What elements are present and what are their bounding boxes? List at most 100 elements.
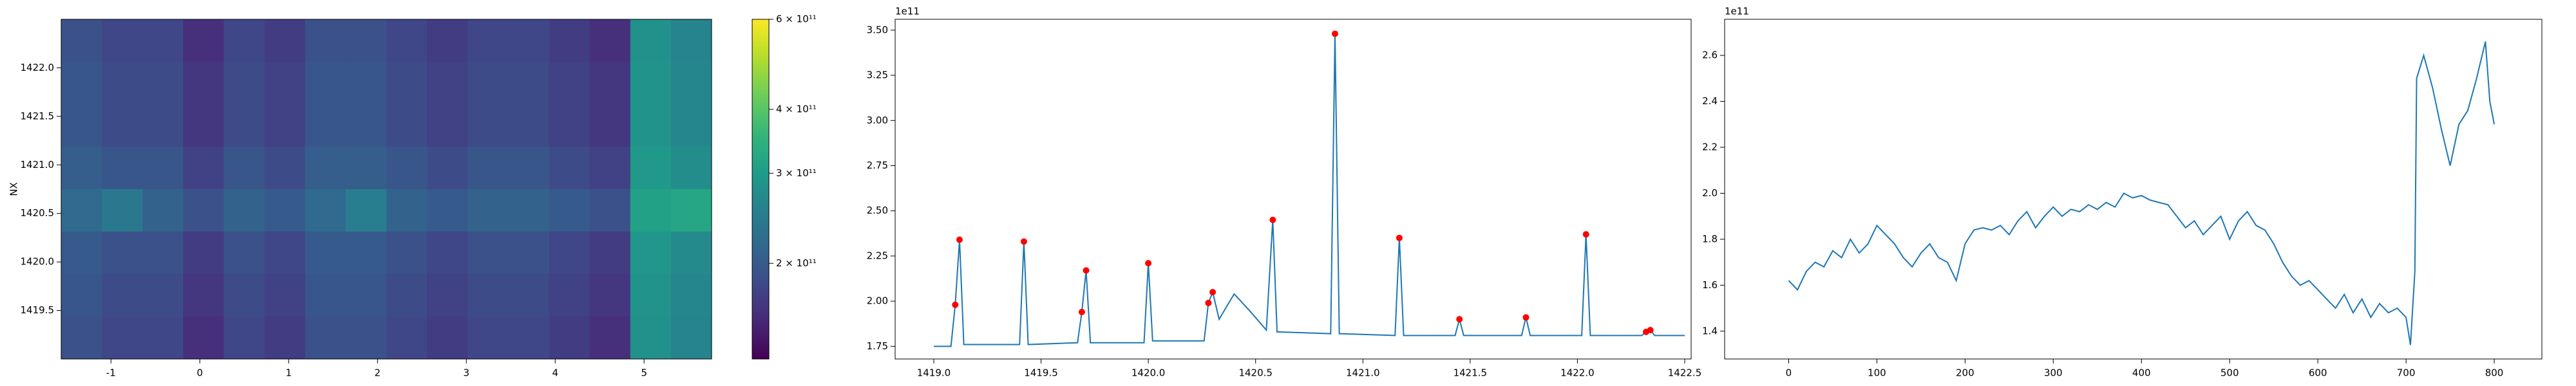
heatmap-cell bbox=[549, 274, 591, 317]
heatmap-cell bbox=[630, 104, 672, 147]
heatmap-cell bbox=[345, 62, 387, 105]
heatmap-cell bbox=[468, 19, 509, 62]
x-tick-label: 1420.5 bbox=[1238, 367, 1273, 379]
colorbar bbox=[752, 19, 769, 359]
y-tick-label: 1.4 bbox=[1702, 325, 1718, 336]
peak-marker bbox=[1145, 260, 1152, 267]
heatmap-cell bbox=[508, 62, 549, 105]
heatmap-cell bbox=[630, 317, 672, 360]
heatmap-cell bbox=[670, 274, 712, 317]
heatmap-cell bbox=[223, 317, 265, 360]
heatmap-cell bbox=[183, 274, 224, 317]
heatmap-cell bbox=[142, 104, 184, 147]
heatmap-cell bbox=[305, 104, 346, 147]
heatmap-cell bbox=[223, 62, 265, 105]
colorbar-frame bbox=[752, 19, 770, 360]
x-tick-label: 1420.0 bbox=[1132, 367, 1166, 379]
x-tick-label: -1 bbox=[106, 367, 116, 379]
heatmap-cell bbox=[102, 189, 143, 232]
heatmap-cell bbox=[305, 62, 346, 105]
heatmap-cell bbox=[427, 317, 468, 360]
heatmap-cell bbox=[670, 147, 712, 190]
heatmap-cell bbox=[183, 62, 224, 105]
heatmap-cell bbox=[549, 19, 591, 62]
heatmap-cell bbox=[61, 147, 102, 190]
heatmap-cell bbox=[264, 232, 306, 275]
heatmap-cell bbox=[102, 147, 143, 190]
x-tick-label: 1 bbox=[285, 367, 292, 379]
heatmap-cell bbox=[183, 147, 224, 190]
axes-frame bbox=[895, 19, 1692, 360]
heatmap-cell bbox=[468, 232, 509, 275]
x-tick-label: 5 bbox=[641, 367, 647, 379]
heatmap-cell bbox=[264, 62, 306, 105]
colorbar-tick-label: 3 × 10¹¹ bbox=[776, 167, 817, 179]
y-tick-label: 1.6 bbox=[1702, 279, 1718, 291]
x-tick-label: 3 bbox=[463, 367, 469, 379]
heatmap-cell bbox=[427, 189, 468, 232]
peak-marker bbox=[956, 236, 963, 243]
heatmap-cell bbox=[630, 62, 672, 105]
heatmap-cell bbox=[345, 19, 387, 62]
heatmap-cell bbox=[183, 104, 224, 147]
heatmap-cell bbox=[61, 274, 102, 317]
x-tick-label: 1419.0 bbox=[917, 367, 951, 379]
heatmap-cell bbox=[61, 189, 102, 232]
heatmap-cell bbox=[61, 19, 102, 62]
heatmap-cell bbox=[589, 189, 631, 232]
peak-marker bbox=[1396, 234, 1403, 241]
x-tick-label: 400 bbox=[2132, 367, 2151, 379]
heatmap-cell bbox=[670, 232, 712, 275]
heatmap-cell bbox=[142, 232, 184, 275]
heatmap-cell bbox=[589, 232, 631, 275]
heatmap-cell bbox=[142, 62, 184, 105]
heatmap-cell bbox=[305, 232, 346, 275]
heatmap-cell bbox=[61, 317, 102, 360]
heatmap-cell bbox=[305, 274, 346, 317]
y-tick-label: 1.8 bbox=[1702, 233, 1718, 244]
heatmap-cell bbox=[305, 19, 346, 62]
y-tick-label: 3.50 bbox=[867, 24, 888, 35]
heatmap-cell bbox=[549, 147, 591, 190]
heatmap-cell bbox=[468, 62, 509, 105]
heatmap-cell bbox=[589, 274, 631, 317]
heatmap-cell bbox=[549, 232, 591, 275]
heatmap-cell bbox=[427, 62, 468, 105]
heatmap-cell bbox=[589, 317, 631, 360]
y-tick-label: 1420.5 bbox=[21, 207, 55, 219]
heatmap-cell bbox=[589, 147, 631, 190]
peak-marker bbox=[1083, 267, 1090, 274]
x-tick-label: 500 bbox=[2221, 367, 2239, 379]
heatmap-cell bbox=[264, 317, 306, 360]
y-tick-label: 3.25 bbox=[867, 69, 888, 81]
heatmap-cell bbox=[386, 189, 428, 232]
heatmap-cell bbox=[223, 104, 265, 147]
heatmap-cell bbox=[102, 274, 143, 317]
heatmap-cell bbox=[223, 147, 265, 190]
y-tick-label: 1420.0 bbox=[21, 256, 55, 268]
heatmap-cell bbox=[508, 19, 549, 62]
heatmap-cell bbox=[345, 104, 387, 147]
heatmap-cell bbox=[630, 189, 672, 232]
heatmap-cell bbox=[345, 232, 387, 275]
y-tick-label: 2.4 bbox=[1702, 95, 1718, 107]
heatmap-cell bbox=[468, 189, 509, 232]
x-tick-label: 2 bbox=[374, 367, 381, 379]
peak-marker bbox=[1522, 314, 1530, 321]
heatmap-cell bbox=[670, 317, 712, 360]
y-tick-label: 2.00 bbox=[867, 295, 888, 307]
heatmap-cell bbox=[589, 104, 631, 147]
heatmap-cell bbox=[427, 104, 468, 147]
x-tick-label: 1422.0 bbox=[1560, 367, 1595, 379]
heatmap-cell bbox=[427, 232, 468, 275]
heatmap-cell bbox=[102, 19, 143, 62]
x-tick-label: 0 bbox=[1786, 367, 1792, 379]
line-series bbox=[1788, 41, 2496, 345]
heatmap-cell bbox=[386, 147, 428, 190]
heatmap-cell bbox=[468, 317, 509, 360]
colorbar-tick-label: 6 × 10¹¹ bbox=[776, 14, 817, 25]
peak-marker bbox=[1582, 231, 1589, 238]
y-tick-label: 2.2 bbox=[1702, 141, 1718, 152]
peak-marker bbox=[1456, 316, 1463, 323]
